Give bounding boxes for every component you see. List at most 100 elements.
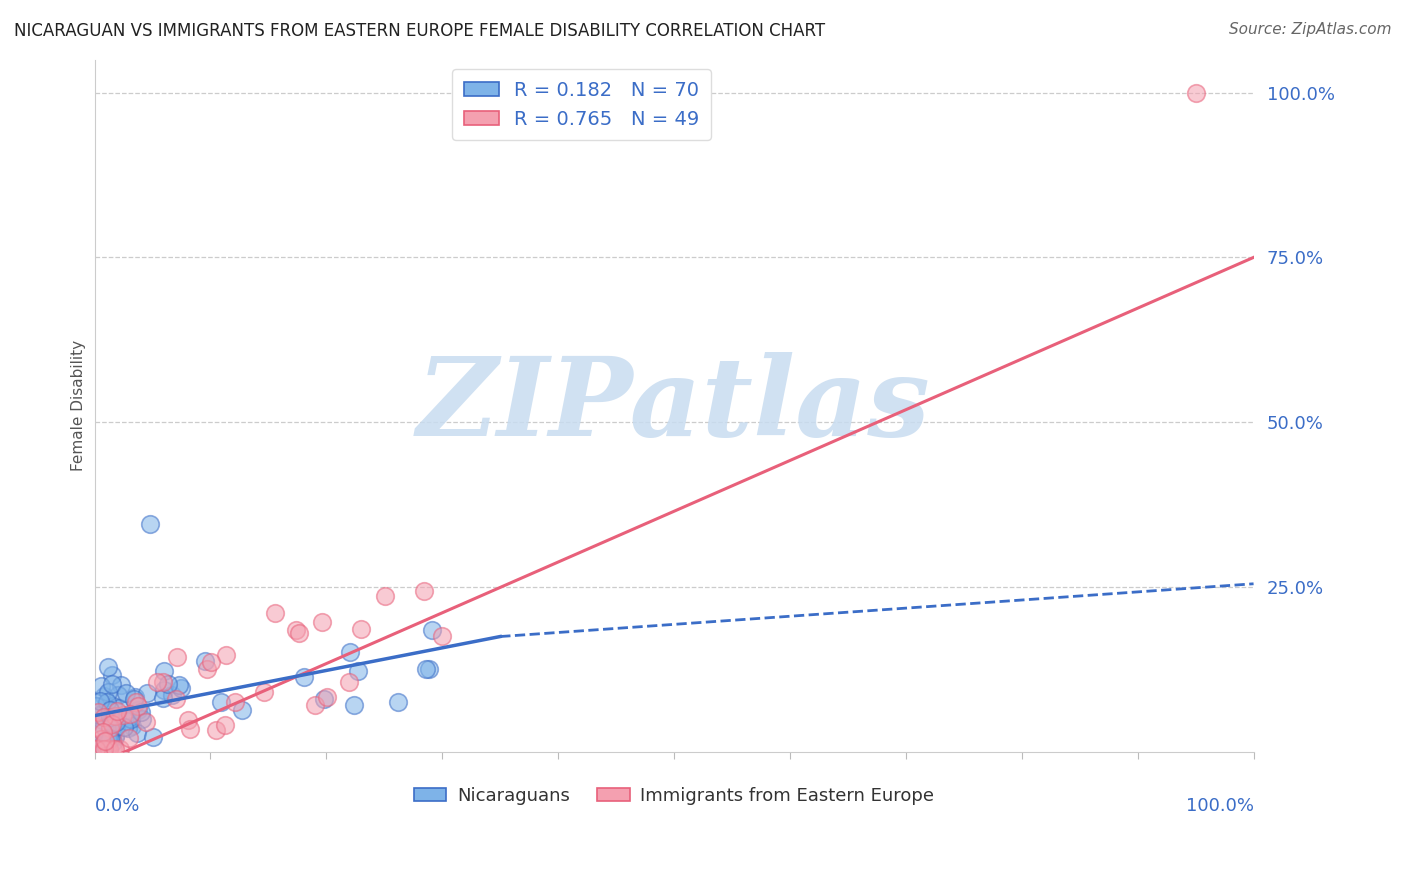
- Point: [98, 709, 121, 723]
- Point: [93, 741, 115, 756]
- Point: [98, 721, 121, 735]
- Point: [311, 615, 333, 630]
- Point: [125, 695, 148, 709]
- Point: [195, 662, 218, 676]
- Point: [231, 703, 253, 717]
- Point: [96, 741, 118, 756]
- Point: [93, 710, 115, 724]
- Point: [105, 715, 128, 730]
- Point: [103, 714, 125, 729]
- Point: [122, 692, 145, 706]
- Point: [101, 677, 124, 691]
- Point: [93, 720, 115, 734]
- Point: [94, 734, 117, 748]
- Point: [121, 719, 143, 733]
- Point: [194, 654, 217, 668]
- Point: [104, 741, 127, 756]
- Point: [110, 678, 132, 692]
- Text: 100.0%: 100.0%: [1185, 797, 1254, 815]
- Point: [84, 720, 107, 734]
- Point: [104, 729, 127, 743]
- Text: Source: ZipAtlas.com: Source: ZipAtlas.com: [1229, 22, 1392, 37]
- Point: [209, 695, 232, 709]
- Text: NICARAGUAN VS IMMIGRANTS FROM EASTERN EUROPE FEMALE DISABILITY CORRELATION CHART: NICARAGUAN VS IMMIGRANTS FROM EASTERN EU…: [14, 22, 825, 40]
- Point: [87, 707, 110, 722]
- Point: [153, 682, 176, 697]
- Point: [100, 703, 122, 717]
- Point: [374, 590, 396, 604]
- Point: [224, 696, 246, 710]
- Point: [97, 685, 120, 699]
- Point: [415, 662, 437, 676]
- Point: [127, 703, 149, 717]
- Point: [139, 517, 162, 532]
- Point: [120, 712, 142, 726]
- Point: [145, 674, 167, 689]
- Point: [115, 714, 138, 729]
- Point: [156, 677, 179, 691]
- Point: [167, 678, 190, 692]
- Point: [120, 707, 142, 722]
- Point: [288, 625, 311, 640]
- Point: [135, 714, 157, 729]
- Point: [263, 606, 285, 620]
- Point: [93, 689, 115, 703]
- Point: [98, 741, 121, 756]
- Point: [420, 623, 443, 637]
- Point: [105, 708, 128, 723]
- Point: [418, 662, 440, 676]
- Point: [87, 705, 110, 719]
- Point: [152, 691, 174, 706]
- Point: [129, 705, 152, 719]
- Point: [343, 698, 366, 713]
- Point: [166, 649, 188, 664]
- Y-axis label: Female Disability: Female Disability: [72, 340, 86, 471]
- Point: [86, 706, 108, 720]
- Point: [347, 665, 370, 679]
- Point: [111, 707, 134, 722]
- Point: [93, 734, 115, 748]
- Point: [101, 698, 124, 713]
- Point: [100, 713, 122, 727]
- Point: [118, 731, 141, 745]
- Point: [105, 704, 128, 718]
- Point: [294, 670, 316, 684]
- Point: [339, 645, 361, 659]
- Point: [90, 679, 112, 693]
- Point: [131, 712, 153, 726]
- Point: [117, 722, 139, 736]
- Point: [165, 692, 187, 706]
- Point: [304, 698, 326, 712]
- Point: [337, 675, 360, 690]
- Point: [179, 722, 201, 736]
- Point: [90, 739, 112, 753]
- Point: [170, 681, 193, 696]
- Point: [84, 699, 107, 714]
- Point: [104, 708, 127, 723]
- Point: [214, 718, 236, 732]
- Point: [89, 693, 111, 707]
- Point: [253, 685, 276, 699]
- Point: [1184, 86, 1206, 100]
- Point: [103, 735, 125, 749]
- Point: [91, 725, 114, 739]
- Point: [315, 690, 337, 704]
- Point: [285, 623, 308, 637]
- Point: [101, 716, 124, 731]
- Point: [101, 668, 124, 682]
- Point: [94, 739, 117, 753]
- Point: [136, 686, 159, 700]
- Point: [101, 711, 124, 725]
- Point: [204, 723, 226, 737]
- Point: [350, 622, 373, 636]
- Point: [97, 734, 120, 748]
- Point: [127, 698, 149, 713]
- Point: [91, 713, 114, 727]
- Point: [86, 739, 108, 753]
- Point: [107, 688, 129, 702]
- Point: [112, 720, 135, 734]
- Point: [103, 741, 125, 756]
- Point: [84, 741, 107, 756]
- Point: [387, 695, 409, 709]
- Point: [104, 730, 127, 744]
